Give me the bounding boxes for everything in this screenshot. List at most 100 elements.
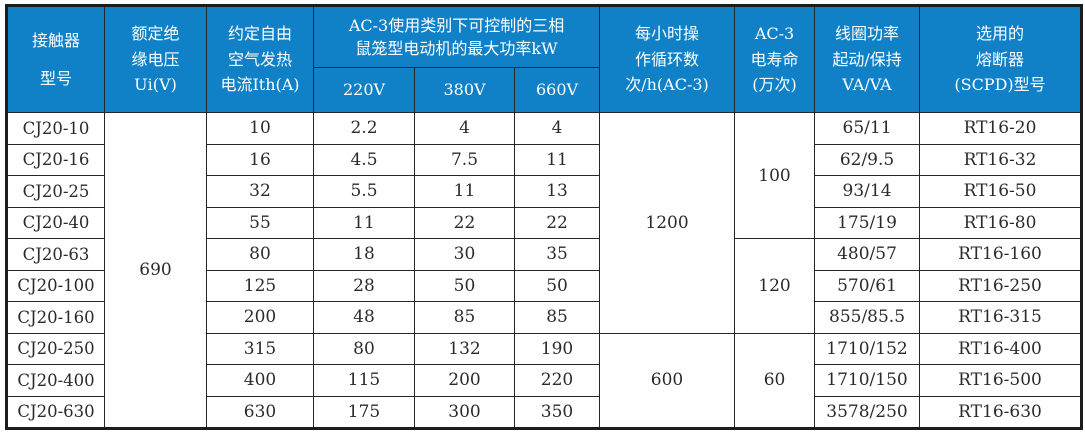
thermal-current-cell: 80 bbox=[206, 238, 314, 271]
cycles-cell: 1200 bbox=[599, 112, 736, 334]
power-660v-cell: 22 bbox=[513, 206, 601, 239]
table-row: CJ20-160 200 48 85 85 855/85.5 RT16-315 bbox=[6, 301, 1083, 334]
model-cell: CJ20-10 bbox=[6, 112, 105, 145]
power-660v-cell: 35 bbox=[513, 238, 601, 271]
table-row: CJ20-25 32 5.5 11 13 93/14 RT16-50 bbox=[6, 175, 1083, 208]
table-row: CJ20-630 630 175 300 350 3578/250 RT16-6… bbox=[6, 395, 1083, 429]
table-header: 接触器 型号 额定绝 缘电压 Ui(V) 约定自由 空气发热 电流Ith(A) … bbox=[6, 5, 1083, 113]
table-row: CJ20-250 315 80 132 190 600 60 1710/152 … bbox=[6, 332, 1083, 429]
header-row-2: 220V 380V 660V bbox=[7, 67, 1082, 113]
power-660v-cell: 220 bbox=[513, 364, 601, 397]
contactor-spec-table: 接触器 型号 额定绝 缘电压 Ui(V) 约定自由 空气发热 电流Ith(A) … bbox=[5, 4, 1084, 430]
power-220v-cell: 11 bbox=[313, 206, 415, 239]
header-660v: 660V bbox=[513, 67, 601, 113]
power-380v-cell: 300 bbox=[414, 395, 515, 429]
fuse-cell: RT16-500 bbox=[919, 364, 1083, 397]
model-cell: CJ20-25 bbox=[6, 175, 105, 208]
power-220v-cell: 2.2 bbox=[313, 112, 415, 145]
life-cell: 60 bbox=[734, 332, 816, 429]
model-cell: CJ20-40 bbox=[6, 206, 105, 239]
life-cell: 120 bbox=[734, 238, 816, 334]
header-row-1: 接触器 型号 额定绝 缘电压 Ui(V) 约定自由 空气发热 电流Ith(A) … bbox=[6, 5, 1083, 113]
fuse-cell: RT16-32 bbox=[919, 143, 1083, 176]
power-380v-cell: 11 bbox=[414, 175, 515, 208]
header-thermal-current: 约定自由 空气发热 电流Ith(A) bbox=[206, 5, 314, 113]
fuse-cell: RT16-80 bbox=[919, 206, 1083, 239]
power-380v-cell: 30 bbox=[414, 238, 515, 271]
thermal-current-cell: 32 bbox=[206, 175, 314, 208]
thermal-current-cell: 400 bbox=[206, 364, 314, 397]
coil-power-cell: 3578/250 bbox=[814, 395, 921, 429]
model-cell: CJ20-63 bbox=[6, 238, 105, 271]
life-cell: 100 bbox=[734, 112, 816, 239]
fuse-cell: RT16-160 bbox=[919, 238, 1083, 271]
coil-power-cell: 570/61 bbox=[814, 269, 921, 302]
table-row: CJ20-63 80 18 30 35 120 480/57 RT16-160 bbox=[6, 238, 1083, 334]
power-220v-cell: 48 bbox=[313, 301, 415, 334]
model-cell: CJ20-16 bbox=[6, 143, 105, 176]
power-380v-cell: 4 bbox=[414, 112, 515, 145]
thermal-current-cell: 630 bbox=[206, 395, 314, 429]
table-row: CJ20-400 400 115 200 220 1710/150 RT16-5… bbox=[6, 364, 1083, 397]
thermal-current-cell: 55 bbox=[206, 206, 314, 239]
header-ac3-motor-power: AC-3使用类别下可控制的三相 鼠笼型电动机的最大功率kW bbox=[312, 5, 601, 68]
power-380v-cell: 50 bbox=[414, 269, 515, 302]
coil-power-cell: 175/19 bbox=[814, 206, 921, 239]
cycles-cell: 600 bbox=[599, 332, 736, 429]
thermal-current-cell: 125 bbox=[206, 269, 314, 302]
header-coil-power: 线圈功率 起动/保持 VA/VA bbox=[814, 5, 921, 113]
header-operating-cycles: 每小时操 作循环数 次/h(AC-3) bbox=[599, 5, 736, 113]
power-660v-cell: 190 bbox=[513, 332, 601, 365]
power-220v-cell: 18 bbox=[313, 238, 415, 271]
fuse-cell: RT16-630 bbox=[919, 395, 1083, 429]
fuse-cell: RT16-20 bbox=[919, 112, 1083, 145]
coil-power-cell: 855/85.5 bbox=[814, 301, 921, 334]
coil-power-cell: 93/14 bbox=[814, 175, 921, 208]
model-cell: CJ20-630 bbox=[6, 395, 105, 429]
power-220v-cell: 4.5 bbox=[313, 143, 415, 176]
model-cell: CJ20-100 bbox=[6, 269, 105, 302]
thermal-current-cell: 200 bbox=[206, 301, 314, 334]
power-220v-cell: 80 bbox=[313, 332, 415, 365]
table-body: CJ20-10 690 10 2.2 4 4 1200 100 65/11 RT… bbox=[6, 112, 1083, 429]
power-220v-cell: 28 bbox=[313, 269, 415, 302]
power-660v-cell: 13 bbox=[513, 175, 601, 208]
header-220v: 220V bbox=[313, 67, 415, 113]
power-660v-cell: 11 bbox=[513, 143, 601, 176]
table-row: CJ20-100 125 28 50 50 570/61 RT16-250 bbox=[6, 269, 1083, 302]
header-model: 接触器 型号 bbox=[6, 5, 105, 113]
power-380v-cell: 85 bbox=[414, 301, 515, 334]
thermal-current-cell: 315 bbox=[206, 332, 314, 365]
coil-power-cell: 480/57 bbox=[814, 238, 921, 271]
header-electrical-life: AC-3 电寿命 (万次) bbox=[734, 5, 816, 113]
power-660v-cell: 85 bbox=[513, 301, 601, 334]
power-220v-cell: 5.5 bbox=[313, 175, 415, 208]
fuse-cell: RT16-315 bbox=[919, 301, 1083, 334]
model-cell: CJ20-160 bbox=[6, 301, 105, 334]
power-660v-cell: 50 bbox=[513, 269, 601, 302]
coil-power-cell: 1710/152 bbox=[814, 332, 921, 365]
header-fuse-type: 选用的 熔断器 (SCPD)型号 bbox=[919, 5, 1083, 113]
power-220v-cell: 175 bbox=[313, 395, 415, 429]
power-380v-cell: 7.5 bbox=[414, 143, 515, 176]
coil-power-cell: 65/11 bbox=[814, 112, 921, 145]
power-380v-cell: 200 bbox=[414, 364, 515, 397]
thermal-current-cell: 10 bbox=[206, 112, 314, 145]
power-660v-cell: 4 bbox=[513, 112, 601, 145]
power-220v-cell: 115 bbox=[313, 364, 415, 397]
table-row: CJ20-40 55 11 22 22 175/19 RT16-80 bbox=[6, 206, 1083, 239]
power-660v-cell: 350 bbox=[513, 395, 601, 429]
power-380v-cell: 22 bbox=[414, 206, 515, 239]
table-row: CJ20-10 690 10 2.2 4 4 1200 100 65/11 RT… bbox=[6, 112, 1083, 429]
model-cell: CJ20-400 bbox=[6, 364, 105, 397]
thermal-current-cell: 16 bbox=[206, 143, 314, 176]
coil-power-cell: 62/9.5 bbox=[814, 143, 921, 176]
power-380v-cell: 132 bbox=[414, 332, 515, 365]
header-380v: 380V bbox=[414, 67, 515, 113]
coil-power-cell: 1710/150 bbox=[814, 364, 921, 397]
fuse-cell: RT16-400 bbox=[919, 332, 1083, 365]
table-row: CJ20-16 16 4.5 7.5 11 62/9.5 RT16-32 bbox=[6, 143, 1083, 176]
fuse-cell: RT16-250 bbox=[919, 269, 1083, 302]
model-cell: CJ20-250 bbox=[6, 332, 105, 365]
header-insulation-voltage: 额定绝 缘电压 Ui(V) bbox=[104, 5, 207, 113]
